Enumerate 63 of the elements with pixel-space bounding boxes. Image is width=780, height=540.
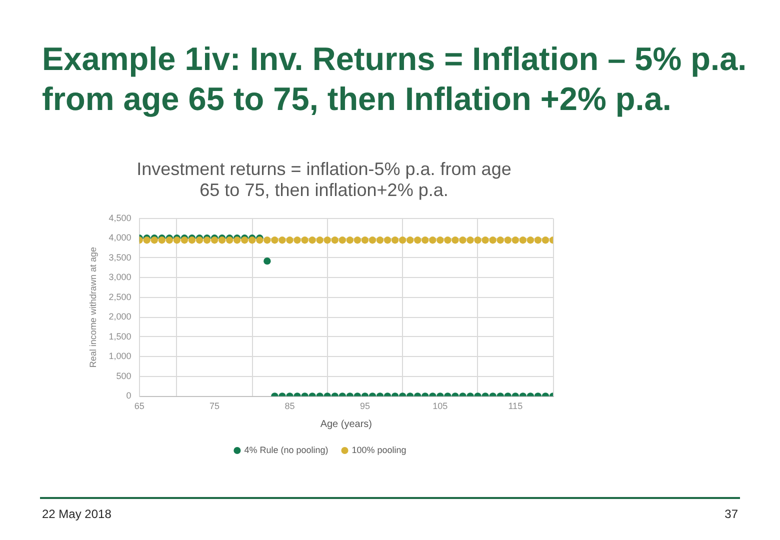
point [482, 236, 489, 244]
point [391, 236, 399, 244]
chart-subtitle: Investment returns = inflation-5% p.a. from age 65 to 75, then inflation+2% p.a. [136, 159, 512, 201]
x-tick-label: 75 [210, 401, 220, 412]
point [542, 236, 550, 244]
point [489, 236, 496, 244]
y-tick-label: 4,500 [108, 212, 132, 223]
legend-label: 4% Rule (no pooling) [244, 444, 328, 455]
text: 22 May 2018 [42, 507, 112, 521]
point [459, 236, 466, 244]
y-tick-label: 0 [126, 390, 132, 401]
point [406, 236, 414, 244]
point [444, 236, 452, 244]
point [301, 236, 308, 244]
point [368, 236, 376, 244]
point [512, 236, 519, 244]
x-tick-label: 105 [432, 401, 448, 412]
point [384, 236, 392, 244]
point [361, 236, 369, 244]
point [338, 236, 346, 244]
y-tick-label: 2,500 [108, 292, 132, 302]
point [354, 236, 362, 244]
x-tick-label: 65 [134, 401, 144, 412]
point [264, 236, 271, 244]
y-tick-label: 1,000 [108, 351, 132, 362]
x-tick-label: 85 [284, 401, 295, 412]
y-tick-label: 1,500 [108, 331, 132, 342]
point [519, 236, 527, 244]
y-tick-label: 2,000 [108, 312, 132, 322]
point [398, 236, 406, 244]
point [436, 236, 444, 244]
legend-label: 100% pooling [352, 444, 406, 455]
point [376, 236, 384, 244]
point [534, 236, 542, 244]
point [504, 236, 512, 244]
point [324, 236, 331, 244]
text: 37 [724, 507, 738, 521]
point [264, 257, 271, 265]
y-axis-title: Real income withdrawn at age [88, 247, 98, 368]
point [331, 236, 338, 244]
point [346, 236, 354, 244]
point [414, 236, 422, 244]
x-tick-label: 115 [508, 401, 523, 412]
y-tick-label: 3,500 [108, 252, 132, 262]
point [496, 236, 504, 244]
point [308, 236, 316, 244]
chart-title: Example 1iv: Inv. Returns = Inflation – 5% p.a. from age 65 to 75, then Inflation +2% p.a. [42, 40, 748, 119]
y-tick-label: 4,000 [108, 232, 132, 243]
x-axis-title: Age (years) [320, 418, 372, 430]
point [452, 236, 459, 244]
point [286, 236, 294, 244]
point [526, 236, 534, 244]
point [429, 236, 436, 244]
point [271, 236, 278, 244]
y-tick-label: 500 [116, 370, 132, 381]
point [278, 236, 286, 244]
point [316, 236, 324, 244]
point [474, 236, 482, 244]
point [294, 236, 301, 244]
x-tick-label: 95 [360, 401, 370, 412]
point [466, 236, 474, 244]
y-tick-label: 3,000 [108, 272, 132, 282]
point [422, 236, 429, 244]
